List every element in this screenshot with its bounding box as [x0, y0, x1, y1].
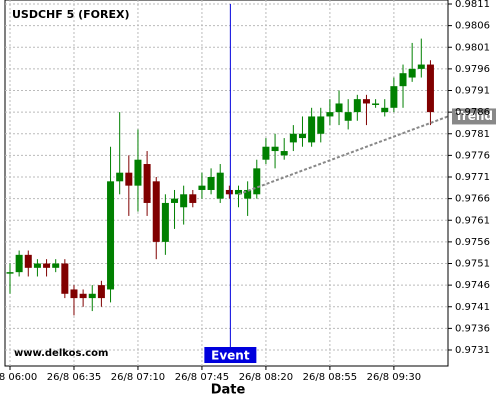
- event-box: [204, 347, 257, 363]
- candle-body: [189, 194, 197, 203]
- event-label: Event: [211, 349, 250, 363]
- candle-body: [390, 86, 398, 108]
- trend-line: [238, 115, 449, 196]
- candle-body: [271, 146, 279, 152]
- chart-title: USDCHF 5 (FOREX): [12, 8, 129, 21]
- candles: [6, 38, 434, 316]
- x-tick-label: 26/8 07:10: [111, 372, 165, 383]
- candle-body: [344, 112, 352, 121]
- y-tick-label: 0.9801: [455, 42, 490, 53]
- annotations: Event Trend: [204, 3, 496, 363]
- candle-body: [317, 116, 325, 134]
- y-tick-label: 0.9806: [455, 21, 490, 32]
- candle-body: [399, 73, 407, 87]
- candle-body: [33, 263, 41, 268]
- candle-body: [134, 159, 142, 186]
- y-tick-label: 0.9796: [455, 64, 490, 75]
- y-tick-label: 0.9736: [455, 323, 490, 334]
- candle-body: [289, 133, 297, 143]
- candle-body: [408, 68, 416, 78]
- x-tick-label: 26/8 06:35: [47, 372, 101, 383]
- candle-body: [225, 189, 233, 195]
- x-axis-title: Date: [211, 383, 246, 398]
- y-tick-label: 0.9756: [455, 237, 490, 248]
- x-tick-label: 26/8 07:45: [175, 372, 229, 383]
- y-tick-label: 0.9776: [455, 150, 490, 161]
- candle-body: [417, 64, 425, 69]
- y-tick-label: 0.9766: [455, 194, 490, 205]
- candle-body: [125, 172, 133, 186]
- candle-body: [262, 146, 270, 160]
- candle-body: [116, 172, 124, 182]
- candle-body: [426, 64, 434, 113]
- candle-body: [143, 164, 151, 203]
- y-tick-label: 0.9731: [455, 345, 490, 356]
- candle-body: [97, 285, 105, 299]
- candle-body: [353, 99, 361, 113]
- plot-frame: [4, 0, 449, 367]
- candle-body: [15, 254, 23, 273]
- x-tick-label: 26/8 08:55: [303, 372, 357, 383]
- candle-body: [61, 263, 69, 294]
- y-tick-label: 0.9741: [455, 302, 490, 313]
- candle-body: [335, 103, 343, 113]
- candle-body: [161, 202, 169, 242]
- x-tick-label: 26/8 08:20: [239, 372, 293, 383]
- candle-body: [253, 168, 261, 195]
- grid: [5, 0, 448, 366]
- y-tick-label: 0.9781: [455, 129, 490, 140]
- candle-body: [244, 189, 252, 199]
- x-tick-label: 26/8 09:30: [367, 372, 421, 383]
- y-tick-label: 0.9786: [455, 107, 490, 118]
- candle-body: [372, 103, 380, 105]
- y-tick-label: 0.9811: [455, 0, 490, 10]
- candle-body: [152, 181, 160, 242]
- candle-body: [52, 263, 60, 268]
- trend-box: [452, 108, 496, 125]
- candle-body: [326, 112, 334, 117]
- y-tick-label: 0.9771: [455, 172, 490, 183]
- candle-body: [207, 177, 215, 190]
- candle-body: [88, 293, 96, 299]
- y-tick-label: 0.9751: [455, 259, 490, 270]
- y-tick-label: 0.9791: [455, 86, 490, 97]
- candle-body: [79, 293, 87, 299]
- trend-label: Trend: [455, 109, 493, 123]
- x-tick-label: 26/8 06:00: [0, 372, 37, 383]
- candle-body: [171, 198, 179, 203]
- candle-body: [107, 181, 115, 290]
- candle-body: [235, 189, 242, 195]
- candle-body: [180, 194, 188, 208]
- candle-body: [70, 289, 78, 299]
- candle-body: [24, 254, 32, 268]
- watermark: www.delkos.com: [14, 348, 108, 359]
- candle-body: [198, 185, 206, 190]
- candle-body: [298, 133, 306, 139]
- candle-body: [280, 151, 288, 156]
- candle-body: [308, 116, 316, 143]
- candle-body: [216, 172, 224, 199]
- y-tick-label: 0.9761: [455, 215, 490, 226]
- candle-body: [381, 107, 389, 113]
- y-tick-label: 0.9746: [455, 280, 490, 291]
- candle-body: [6, 272, 14, 274]
- candle-body: [362, 99, 370, 104]
- candle-body: [43, 263, 51, 268]
